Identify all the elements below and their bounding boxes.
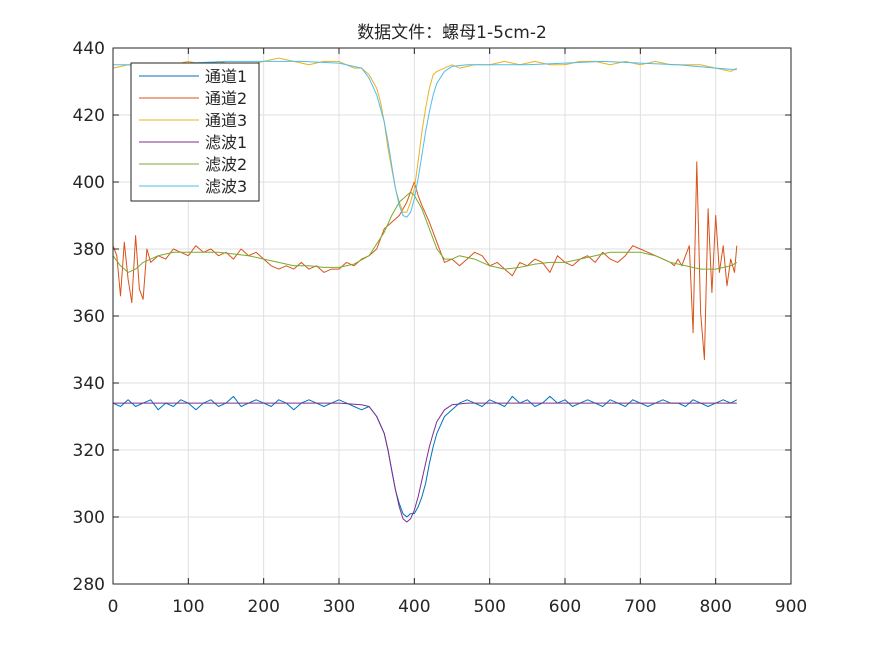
x-tick-label: 800 xyxy=(699,597,731,617)
x-tick-label: 200 xyxy=(247,597,279,617)
legend-label-6: 滤波3 xyxy=(205,177,247,196)
x-tick-label: 700 xyxy=(624,597,656,617)
x-tick-label: 900 xyxy=(775,597,807,617)
series-line-4 xyxy=(113,402,737,523)
y-tick-label: 280 xyxy=(73,575,105,595)
legend-label-3: 通道3 xyxy=(205,111,247,130)
y-tick-label: 320 xyxy=(73,441,105,461)
x-tick-label: 500 xyxy=(473,597,505,617)
y-tick-label: 300 xyxy=(73,508,105,528)
y-tick-label: 380 xyxy=(73,240,105,260)
series-line-5 xyxy=(112,191,738,273)
x-tick-label: 300 xyxy=(323,597,355,617)
x-tick-label: 0 xyxy=(108,597,119,617)
legend-label-1: 通道1 xyxy=(205,67,247,86)
y-tick-label: 360 xyxy=(73,307,105,327)
legend-box xyxy=(130,62,260,202)
axis-ticks: 0 100 200 300 400 500 600 700 800 900 280 300 320 340… xyxy=(73,39,808,617)
y-tick-label: 340 xyxy=(73,374,105,394)
legend-label-5: 滤波2 xyxy=(205,155,247,174)
legend: 通道1 通道2 通道3 滤波1 滤波2 滤波3 xyxy=(130,62,260,202)
x-tick-label: 100 xyxy=(172,597,204,617)
y-tick-label: 420 xyxy=(73,106,105,126)
series-line-6 xyxy=(113,60,737,218)
x-tick-label: 600 xyxy=(549,597,581,617)
y-tick-label: 400 xyxy=(73,173,105,193)
x-tick-label: 400 xyxy=(398,597,430,617)
series-line-2 xyxy=(112,161,738,360)
y-tick-label: 440 xyxy=(73,39,105,59)
legend-label-2: 通道2 xyxy=(205,89,247,108)
chart-title: 数据文件：螺母1-5cm-2 xyxy=(357,23,547,43)
legend-label-4: 滤波1 xyxy=(205,133,247,152)
